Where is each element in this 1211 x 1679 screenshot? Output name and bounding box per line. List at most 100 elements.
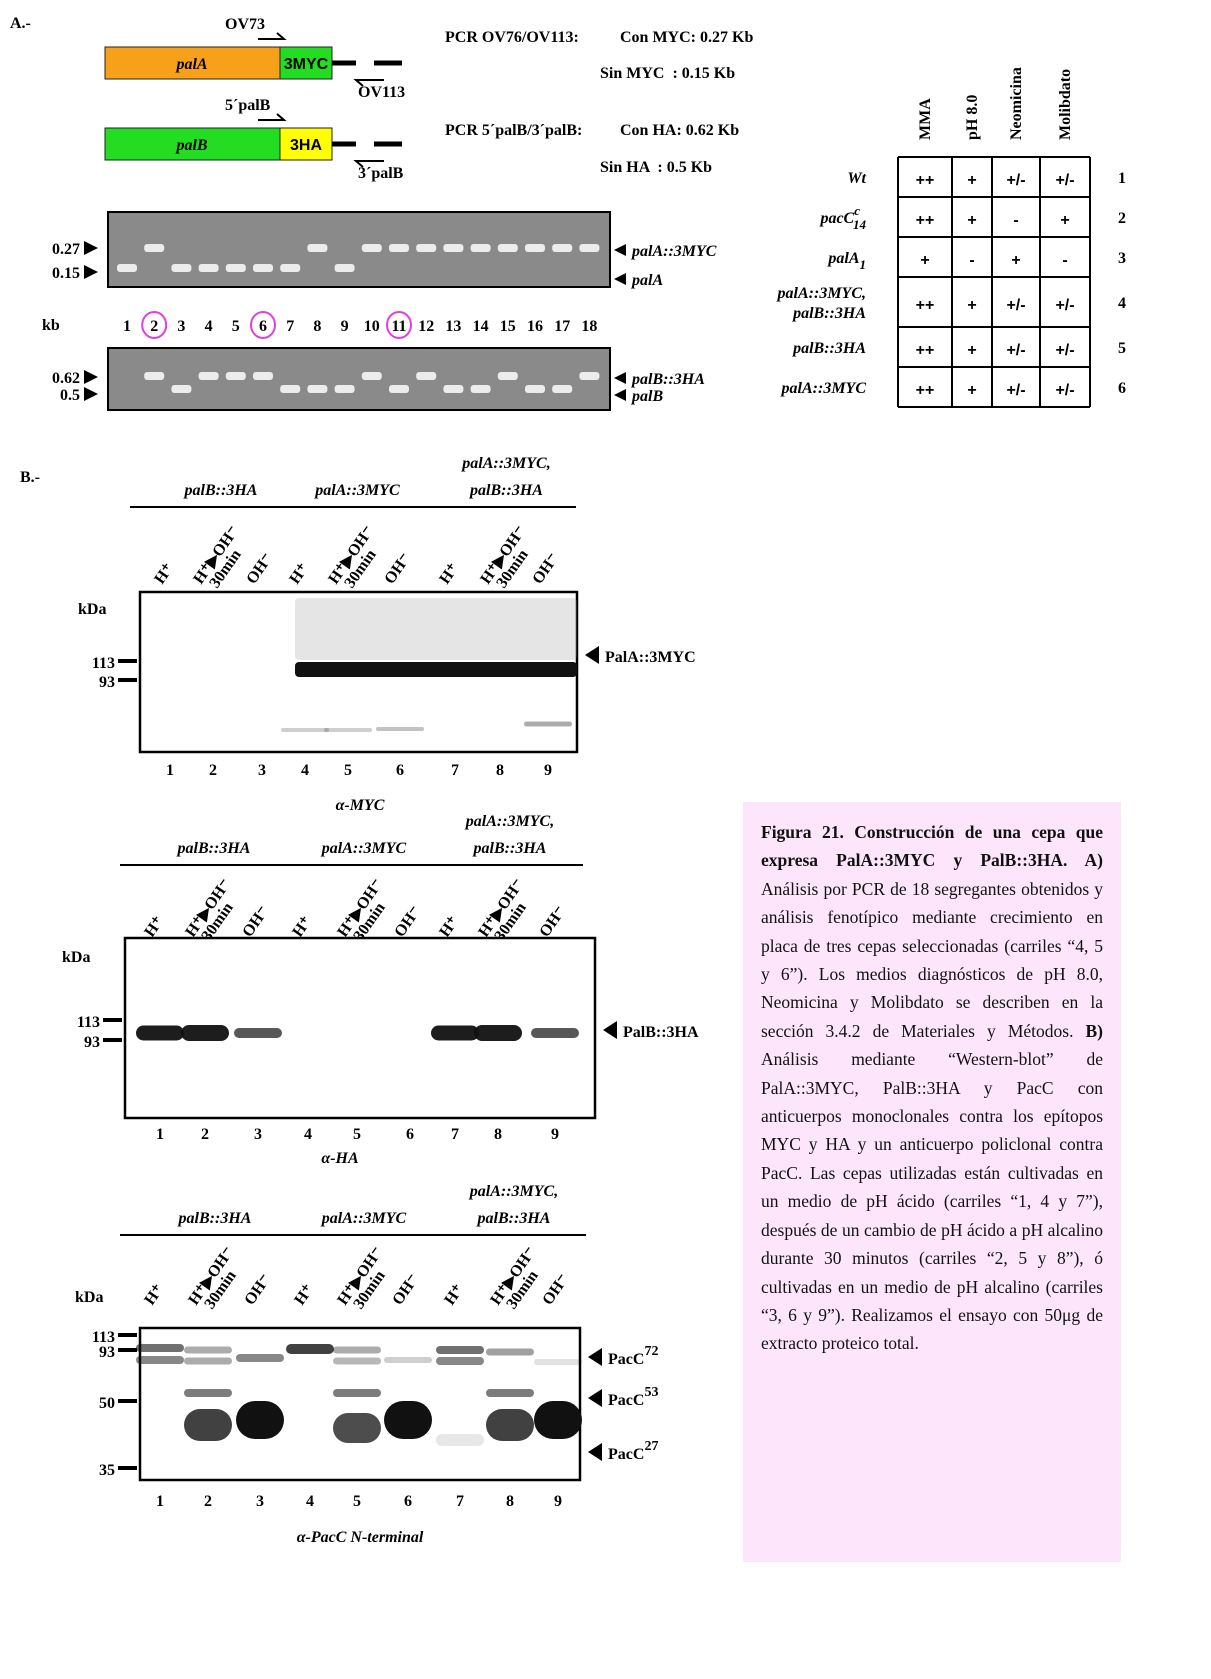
primer-arrow	[258, 32, 287, 40]
band-label: palA::3MYC	[630, 243, 717, 260]
gel-band	[225, 372, 246, 380]
strain-sup: c	[854, 203, 860, 218]
strain-sub: 14	[853, 217, 867, 232]
blot-band	[486, 1409, 534, 1441]
gel-band	[280, 264, 301, 272]
strain-label: palA::3MYC	[780, 380, 867, 397]
gene-name: palA	[174, 56, 207, 73]
strain-name: palA	[826, 250, 859, 267]
marker-label: 113	[92, 1329, 115, 1346]
primer-arrow	[353, 79, 384, 87]
condition-label: OH⁻	[381, 550, 414, 587]
band-label: palB::3HA	[630, 371, 705, 388]
primer-label: OV73	[225, 16, 265, 33]
pcr-without-tag: Sin MYC : 0.15 Kb	[600, 65, 735, 82]
band-name: PacC	[608, 1351, 644, 1368]
tag-name: 3MYC	[284, 56, 329, 73]
blot-band	[236, 1401, 284, 1439]
blot-band	[333, 1413, 381, 1443]
strain-name: palA::3MYC,	[776, 285, 866, 302]
lane-number: 5	[232, 318, 240, 335]
phenotype: +/-	[1006, 382, 1025, 399]
column-header: MMA	[917, 98, 934, 140]
lane-number: 2	[150, 318, 158, 335]
pcr-without-tag: Sin HA : 0.5 Kb	[600, 159, 712, 176]
condition-label: OH⁻	[243, 550, 276, 587]
blot-band	[431, 1025, 479, 1041]
lane-number: 6	[396, 762, 404, 779]
gel-band	[525, 244, 545, 252]
band-arrow	[585, 646, 599, 664]
band-sup: 53	[644, 1385, 658, 1400]
blot	[138, 1326, 582, 1482]
lane-number: 18	[581, 318, 597, 335]
marker-label: 35	[99, 1462, 115, 1479]
lane-number: 6	[404, 1493, 412, 1510]
strain-name: pacC	[818, 210, 854, 227]
lane-number: 8	[506, 1493, 514, 1510]
gel-band	[497, 372, 518, 380]
blot-band	[333, 1357, 381, 1365]
lane-number: 16	[527, 318, 543, 335]
gel-band	[171, 385, 192, 393]
gel-band	[280, 385, 301, 393]
gel-band	[361, 372, 382, 380]
strain-label: pacCc 14	[818, 203, 866, 232]
gel	[107, 347, 611, 411]
pcr-primers: PCR OV76/OV113:	[445, 29, 579, 46]
band-arrow	[588, 1348, 602, 1366]
blot-band	[376, 727, 424, 731]
column-header: Molibdato	[1057, 69, 1074, 140]
row-number: 6	[1118, 380, 1126, 397]
condition-label: OH⁻	[241, 1271, 274, 1308]
panel-label: A.-	[10, 15, 31, 32]
band-name: PacC	[608, 1446, 644, 1463]
phenotype: +	[967, 342, 976, 359]
band-sup: 72	[644, 1344, 658, 1359]
lane-number: 9	[554, 1493, 562, 1510]
lane-number: 2	[209, 762, 217, 779]
phenotype: ++	[916, 297, 935, 314]
column-header: pH 8.0	[964, 95, 981, 140]
lane-number: 6	[259, 318, 267, 335]
band-arrow	[588, 1443, 602, 1461]
blot-band	[436, 1434, 484, 1446]
strain-label: palA::3MYC,	[776, 285, 866, 302]
phenotype: +/-	[1006, 342, 1025, 359]
blot-band	[184, 1357, 232, 1365]
band-label: PalA::3MYC	[605, 649, 696, 666]
marker-label: 93	[99, 674, 115, 691]
lane-number: 13	[445, 318, 461, 335]
caption-bold: B)	[1085, 1020, 1104, 1041]
blot-band	[136, 1344, 184, 1352]
gel-band	[416, 372, 437, 380]
lane-unit: kb	[42, 317, 60, 334]
gel-band	[144, 244, 165, 252]
lane-number: 4	[301, 762, 309, 779]
condition-label: H⁺	[441, 1281, 467, 1308]
size-arrow	[84, 387, 98, 401]
blot-band	[384, 1357, 432, 1363]
blot-band	[136, 1356, 184, 1364]
strain-header: palA::3MYC,	[464, 813, 554, 830]
blot-band	[181, 1025, 229, 1041]
strain-header: palA::3MYC	[313, 482, 400, 499]
lane-number: 11	[391, 318, 406, 335]
lane-number: 8	[496, 762, 504, 779]
condition-label: H⁺	[436, 913, 462, 940]
primer-arrow	[353, 160, 384, 168]
size-arrow	[84, 241, 98, 255]
lane-number: 7	[286, 318, 294, 335]
phenotype: +	[967, 212, 976, 229]
lane-number: 5	[353, 1493, 361, 1510]
lane-number: 14	[473, 318, 489, 335]
lane-highlight	[250, 311, 276, 339]
gel-band	[307, 244, 328, 252]
lane-number: 8	[494, 1126, 502, 1143]
band-label: PalB::3HA	[623, 1024, 699, 1041]
row-number: 2	[1118, 210, 1126, 227]
phenotype: ++	[916, 212, 935, 229]
condition-label: H⁺	[141, 1281, 167, 1308]
blot-band	[531, 1028, 579, 1038]
gel-band	[307, 385, 328, 393]
